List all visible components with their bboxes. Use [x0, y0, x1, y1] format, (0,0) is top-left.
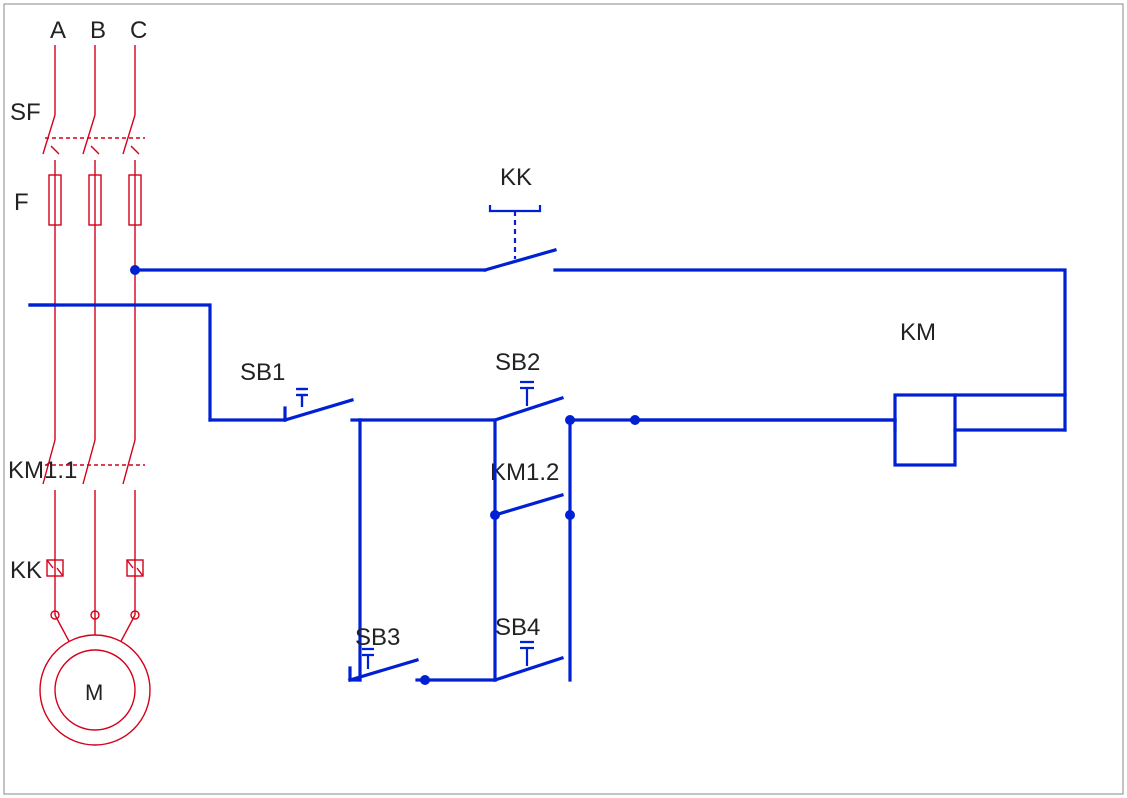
- topbus-right: [555, 270, 1065, 395]
- sb4-label: SB4: [495, 614, 540, 641]
- km-coil: [895, 395, 955, 465]
- sb3-label: SB3: [355, 624, 400, 651]
- km11-label: KM1.1: [8, 457, 77, 484]
- phase-b-label: B: [90, 17, 106, 44]
- km-label: KM: [900, 319, 936, 346]
- power-circuit: A B C SF F KM1.1 KK M: [8, 17, 150, 745]
- kk-nc-contact: [485, 205, 555, 270]
- phase-c-label: C: [130, 17, 147, 44]
- km12-contact: [495, 495, 562, 515]
- motor-letter: M: [85, 680, 103, 705]
- sb1-stop-button: [210, 389, 352, 420]
- f-label: F: [14, 189, 29, 216]
- kk-ctrl-label: KK: [500, 164, 532, 191]
- motor-terminals: [51, 611, 139, 641]
- motor: M: [40, 635, 150, 745]
- kk-power-label: KK: [10, 557, 42, 584]
- sb1-label: SB1: [240, 359, 285, 386]
- sb2-label: SB2: [495, 349, 540, 376]
- phase-a-label: A: [50, 17, 66, 44]
- sf-breaker: [43, 115, 139, 154]
- control-circuit: KK KM SB1: [30, 164, 1065, 685]
- sb2-start-button: [495, 382, 562, 420]
- lowbus: [30, 305, 210, 420]
- sf-label: SF: [10, 99, 41, 126]
- fuses: [49, 175, 141, 225]
- sb4-start-button: [495, 642, 562, 680]
- km12-label: KM1.2: [490, 459, 559, 486]
